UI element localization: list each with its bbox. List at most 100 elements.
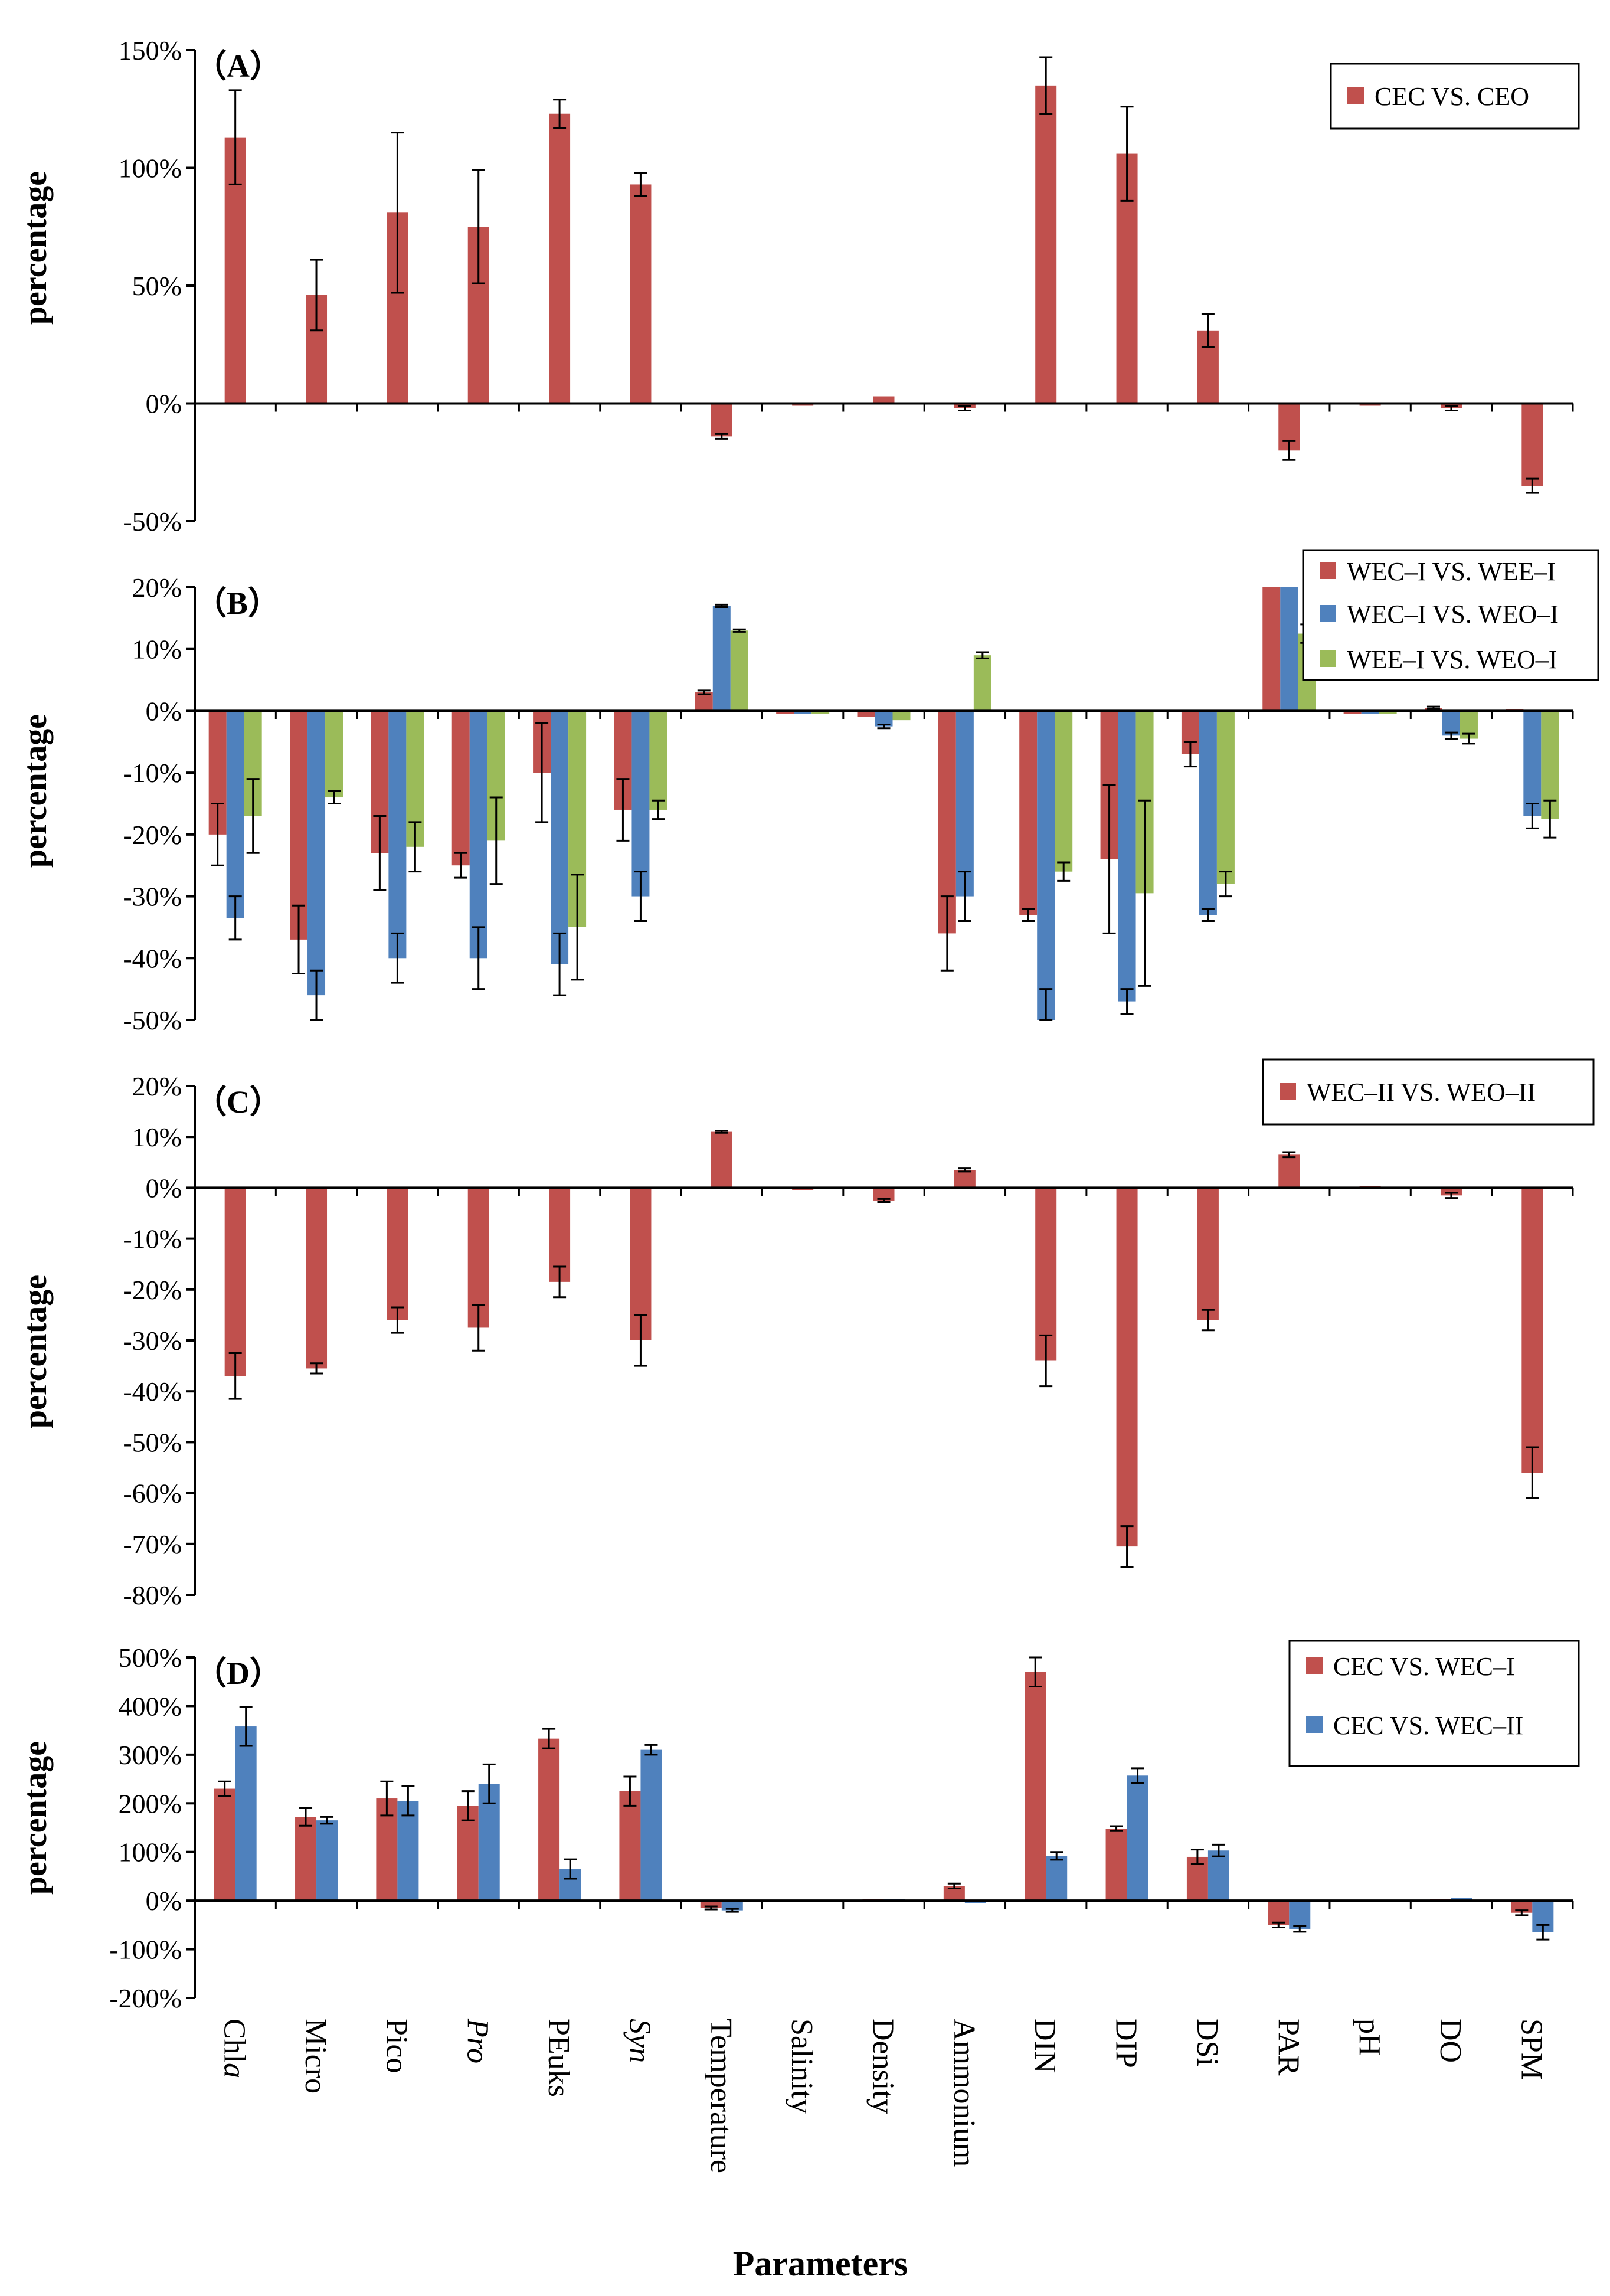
bar-syn bbox=[649, 711, 667, 810]
category-label: Pico bbox=[379, 2019, 413, 2073]
bar-ammonium bbox=[973, 655, 991, 711]
bar-chla bbox=[235, 1726, 257, 1901]
category-label-text: Density bbox=[866, 2019, 900, 2114]
legend-swatch bbox=[1320, 562, 1336, 579]
category-label: PAR bbox=[1271, 2019, 1305, 2076]
category-label: DSi bbox=[1190, 2019, 1224, 2066]
legend-entry: WEE–I VS. WEO–I bbox=[1347, 645, 1557, 674]
bar-micro bbox=[316, 1820, 338, 1901]
category-label: Density bbox=[866, 2019, 900, 2114]
y-tick-label: 200% bbox=[119, 1788, 182, 1819]
bar-dip bbox=[1127, 1775, 1148, 1901]
legend-swatch bbox=[1306, 1716, 1323, 1733]
bar-salinity bbox=[776, 711, 794, 714]
category-label-text: Salinity bbox=[785, 2019, 819, 2114]
legend: CEC VS. WEC–I CEC VS. WEC–II bbox=[1288, 1640, 1580, 1767]
bar-micro bbox=[306, 1188, 328, 1369]
bar-micro bbox=[325, 711, 343, 798]
panel-a: -50% 0% 50% 100% 150% percentage （A） CEC VS. CE… bbox=[17, 35, 1580, 537]
y-tick-label: 20% bbox=[132, 573, 182, 603]
y-tick-label: 0% bbox=[146, 1173, 182, 1203]
legend-entry: CEC VS. WEC–II bbox=[1333, 1711, 1523, 1740]
category-label: DIP bbox=[1110, 2019, 1143, 2068]
y-tick-label: 0% bbox=[146, 696, 182, 726]
y-tick-label: 300% bbox=[119, 1740, 182, 1770]
panel-b: -50% -40% -30% -20% -10% 0% 10% 20% percentage （B… bbox=[17, 549, 1599, 1035]
y-tick-label: 100% bbox=[119, 1837, 182, 1867]
bar-ammonium bbox=[954, 1170, 976, 1188]
category-label: Syn bbox=[623, 2019, 656, 2063]
y-axis-label: percentage bbox=[17, 1275, 54, 1428]
bar-dsi bbox=[1216, 711, 1235, 884]
y-tick-label: 10% bbox=[132, 1122, 182, 1152]
category-label: Micro bbox=[299, 2019, 332, 2094]
bar-dsi bbox=[1199, 711, 1217, 915]
bar-din bbox=[1046, 1856, 1068, 1901]
category-label-italic: a bbox=[218, 2063, 251, 2078]
bar-par bbox=[1280, 587, 1298, 711]
bar-temperature bbox=[695, 692, 713, 711]
bar-do bbox=[1442, 711, 1460, 736]
category-label-text: Temperature bbox=[704, 2019, 738, 2173]
bar-spm bbox=[1521, 1188, 1543, 1473]
bar-ammonium bbox=[964, 1901, 986, 1903]
bar-pico bbox=[387, 1188, 408, 1320]
y-tick-label: -60% bbox=[123, 1479, 182, 1509]
bar-syn bbox=[640, 1749, 662, 1901]
y-tick-label: -20% bbox=[123, 820, 182, 850]
legend: CEC VS. CEO bbox=[1330, 63, 1580, 130]
y-axis-label: percentage bbox=[17, 1741, 54, 1895]
bar-peuks bbox=[549, 113, 571, 404]
bar-temperature bbox=[721, 1901, 743, 1911]
legend-box bbox=[1288, 1640, 1580, 1767]
category-label-text: pH bbox=[1353, 2019, 1386, 2056]
panel-label: （C） bbox=[195, 1084, 282, 1120]
x-axis-label: Parameters bbox=[733, 2244, 908, 2283]
panel-c: -80% -70% -60% -50% -40% -30% -20% -10% 0% 10% 20%… bbox=[17, 1058, 1595, 1610]
bar-din bbox=[1035, 85, 1057, 404]
category-label-text: DIP bbox=[1110, 2019, 1143, 2068]
legend-entry: WEC–I VS. WEE–I bbox=[1347, 557, 1556, 586]
y-tick-label: -20% bbox=[123, 1275, 182, 1305]
category-label-italic: Pro bbox=[461, 2018, 495, 2063]
bar-temperature bbox=[711, 403, 732, 437]
bar-pro bbox=[469, 711, 487, 959]
category-label: pH bbox=[1353, 2019, 1386, 2056]
panel-d: -200% -100% 0% 100% 200% 300% 400% 500% percenta… bbox=[17, 1640, 1580, 2013]
bar-spm bbox=[1523, 711, 1542, 816]
y-tick-label: -50% bbox=[123, 1427, 182, 1457]
bar-chla bbox=[214, 1788, 235, 1901]
category-label: Temperature bbox=[704, 2019, 738, 2173]
legend-swatch bbox=[1320, 650, 1336, 667]
y-tick-label: -50% bbox=[123, 506, 182, 537]
bar-ph bbox=[1361, 711, 1379, 714]
bar-micro bbox=[290, 711, 308, 940]
category-label-text: Pico bbox=[379, 2019, 413, 2073]
category-label: Salinity bbox=[785, 2019, 819, 2114]
category-label: SPM bbox=[1514, 2019, 1548, 2080]
bar-density bbox=[873, 396, 895, 404]
bar-din bbox=[1035, 1188, 1057, 1361]
bar-peuks bbox=[538, 1738, 560, 1901]
y-tick-label: -10% bbox=[123, 1224, 182, 1254]
bar-temperature bbox=[730, 630, 748, 711]
bar-salinity bbox=[792, 1188, 814, 1190]
bar-temperature bbox=[711, 1131, 732, 1188]
y-axis-label: percentage bbox=[17, 714, 54, 868]
bar-density bbox=[892, 711, 911, 721]
bar-par bbox=[1268, 1901, 1290, 1925]
bar-syn bbox=[631, 711, 650, 897]
bar-pro bbox=[457, 1806, 479, 1901]
category-label-text: SPM bbox=[1514, 2019, 1548, 2080]
y-tick-label: -40% bbox=[123, 943, 182, 973]
category-label: DO bbox=[1434, 2019, 1467, 2063]
y-tick-label: 100% bbox=[119, 153, 182, 184]
category-label-text: PEuks bbox=[542, 2019, 575, 2097]
y-tick-label: -30% bbox=[123, 882, 182, 912]
y-tick-label: 150% bbox=[119, 35, 182, 66]
legend-swatch bbox=[1320, 605, 1336, 622]
y-tick-label: 500% bbox=[119, 1643, 182, 1673]
bar-salinity bbox=[794, 711, 812, 714]
y-tick-label: -30% bbox=[123, 1326, 182, 1356]
